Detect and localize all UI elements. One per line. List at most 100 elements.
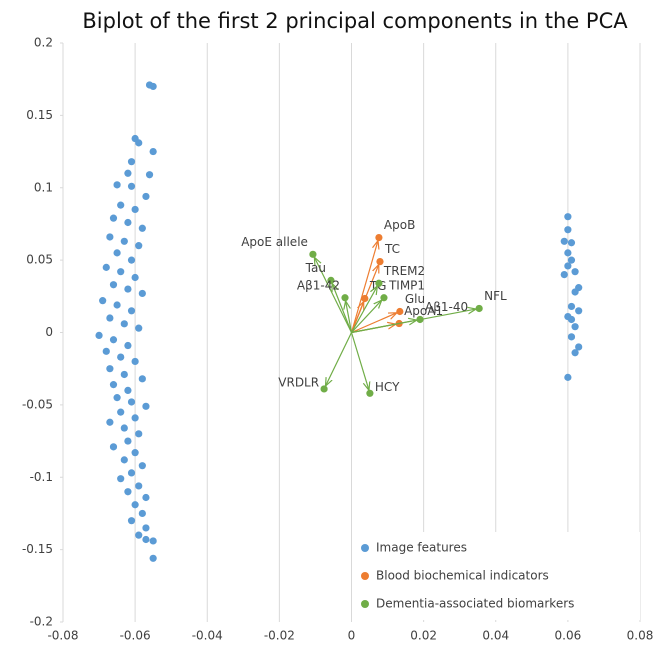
point-label: VRDLR [278, 375, 319, 389]
point [120, 320, 128, 328]
point-label: ApoA1 [404, 304, 443, 318]
point [131, 357, 139, 366]
point [375, 279, 383, 287]
point [124, 386, 132, 394]
y-tick-label: -0.05 [22, 397, 53, 411]
point [124, 488, 132, 496]
point [138, 224, 146, 232]
point [135, 482, 143, 490]
point [571, 323, 579, 331]
point [564, 373, 572, 381]
y-tick-label: 0 [45, 325, 53, 339]
point [375, 233, 383, 242]
point [138, 289, 146, 298]
point [142, 524, 150, 532]
y-tick-label: 0.1 [34, 180, 53, 194]
point [327, 276, 335, 284]
point [124, 169, 132, 177]
point [131, 414, 139, 422]
point [127, 469, 136, 477]
point [575, 343, 583, 351]
point [567, 315, 576, 324]
x-tick-label: -0.06 [120, 629, 151, 643]
point [564, 249, 572, 257]
point [567, 302, 576, 311]
legend-label: Image features [376, 541, 467, 555]
point [571, 288, 579, 296]
loading-arrow [350, 332, 369, 390]
point [135, 242, 143, 250]
point [131, 501, 139, 509]
point [135, 531, 143, 539]
loading-arrow [350, 287, 377, 333]
point-label: Aβ1-40 [425, 300, 468, 314]
point [124, 341, 132, 350]
point [127, 256, 136, 264]
y-tick-label: 0.05 [26, 253, 53, 267]
point [117, 475, 125, 483]
point [149, 554, 157, 562]
point [109, 336, 118, 344]
point [124, 285, 132, 293]
point [127, 398, 136, 406]
point [380, 294, 388, 302]
point [567, 333, 576, 341]
point [113, 249, 121, 257]
point [120, 237, 128, 245]
point [142, 493, 150, 502]
point [341, 294, 349, 302]
loading-arrow [350, 302, 364, 333]
loading-arrow [351, 301, 382, 333]
x-tick-label: -0.08 [47, 629, 78, 643]
point-label: TC [384, 242, 400, 256]
point [560, 271, 568, 279]
x-tick-label: -0.04 [192, 629, 223, 643]
legend-marker [361, 544, 369, 552]
loading-arrow [332, 284, 353, 333]
x-tick-label: 0 [348, 629, 356, 643]
point [320, 385, 328, 393]
point [142, 402, 150, 410]
point [120, 424, 128, 432]
point [138, 375, 146, 383]
loading-arrow [315, 258, 353, 333]
point-label: NFL [484, 289, 507, 303]
x-tick-label: -0.02 [264, 629, 295, 643]
point [102, 263, 110, 271]
point [127, 517, 136, 525]
legend-marker [361, 572, 369, 580]
point [109, 214, 118, 222]
chart-title: Biplot of the first 2 principal componen… [82, 9, 628, 33]
point-label: Glu [405, 292, 425, 306]
point [475, 304, 483, 313]
point [376, 257, 384, 266]
point [149, 147, 157, 156]
point [117, 353, 125, 361]
point [366, 389, 374, 397]
point-label: ApoE allele [241, 235, 308, 249]
point-label: Aβ1-42 [297, 278, 340, 292]
point [124, 218, 132, 227]
point [117, 408, 125, 416]
point-label: TIMP1 [388, 278, 425, 292]
point [564, 226, 572, 234]
point [145, 171, 154, 179]
point [131, 205, 139, 214]
point [396, 307, 404, 316]
point [106, 365, 114, 373]
point [95, 331, 103, 339]
point [131, 449, 139, 457]
point [113, 301, 121, 309]
point [106, 233, 114, 241]
point [564, 213, 572, 221]
point [567, 239, 576, 247]
point [106, 314, 114, 322]
point [571, 268, 579, 276]
point-label: Tau [305, 261, 326, 275]
legend-label: Blood biochemical indicators [376, 569, 549, 583]
point [560, 237, 568, 245]
point [113, 394, 121, 402]
point [106, 418, 114, 426]
x-tick-label: 0.02 [410, 629, 437, 643]
